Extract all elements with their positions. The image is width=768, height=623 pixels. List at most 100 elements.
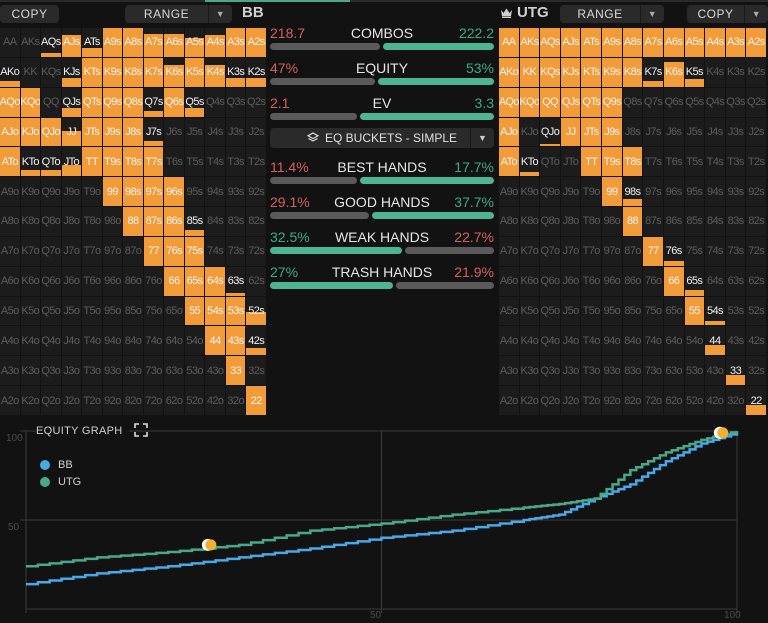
bb-hand-cell[interactable]: J7o <box>61 236 82 266</box>
utg-hand-cell[interactable]: 75s <box>684 236 705 266</box>
utg-hand-cell[interactable]: JTs <box>581 117 602 147</box>
utg-hand-cell[interactable]: A5o <box>499 296 519 326</box>
bb-hand-cell[interactable]: A9s <box>102 28 123 57</box>
utg-hand-cell[interactable]: 96s <box>663 177 684 207</box>
bb-hand-cell[interactable]: 63o <box>164 356 184 386</box>
bb-hand-cell[interactable]: JTs <box>82 117 102 147</box>
utg-hand-cell[interactable]: 77 <box>643 236 663 266</box>
bb-hand-cell[interactable]: 65s <box>184 266 205 296</box>
utg-hand-cell[interactable]: 55 <box>684 296 705 326</box>
utg-hand-cell[interactable]: K8o <box>519 207 540 236</box>
utg-hand-cell[interactable]: J4o <box>560 326 581 356</box>
utg-hand-cell[interactable]: 94o <box>602 326 622 356</box>
bb-hand-cell[interactable]: K6s <box>164 57 184 87</box>
utg-hand-cell[interactable]: K6o <box>519 266 540 296</box>
utg-hand-cell[interactable]: A9s <box>602 28 622 57</box>
bb-hand-cell[interactable]: 55 <box>184 296 205 326</box>
utg-hand-cell[interactable]: Q9o <box>540 177 560 207</box>
bb-hand-cell[interactable]: 85o <box>123 296 143 326</box>
bb-hand-cell[interactable]: 53o <box>184 356 205 386</box>
utg-hand-cell[interactable]: 65o <box>663 296 684 326</box>
bb-hand-cell[interactable]: J2o <box>61 386 82 415</box>
bb-hand-cell[interactable]: K3o <box>20 356 41 386</box>
bb-hand-cell[interactable]: AJo <box>0 117 20 147</box>
utg-hand-cell[interactable]: QJo <box>540 117 560 147</box>
bb-hand-cell[interactable]: J2s <box>246 117 266 147</box>
bb-hand-cell[interactable]: J3s <box>225 117 246 147</box>
utg-hand-cell[interactable]: 82o <box>622 386 643 415</box>
utg-hand-cell[interactable]: 92s <box>746 177 766 207</box>
bb-hand-cell[interactable]: 75s <box>184 236 205 266</box>
bb-hand-cell[interactable]: K2s <box>246 57 266 87</box>
utg-hand-cell[interactable]: Q4s <box>705 87 725 117</box>
utg-hand-cell[interactable]: 85s <box>684 207 705 236</box>
utg-hand-cell[interactable]: K9o <box>519 177 540 207</box>
utg-hand-cell[interactable]: AKs <box>519 28 540 57</box>
bb-hand-cell[interactable]: K6o <box>20 266 41 296</box>
bb-hand-cell[interactable]: ATs <box>82 28 102 57</box>
utg-hand-cell[interactable]: K5s <box>684 57 705 87</box>
utg-hand-cell[interactable]: 86s <box>663 207 684 236</box>
bb-hand-cell[interactable]: A3o <box>0 356 20 386</box>
utg-hand-cell[interactable]: K8s <box>622 57 643 87</box>
utg-hand-cell[interactable]: T9s <box>602 147 622 177</box>
bb-hand-cell[interactable]: K7s <box>143 57 164 87</box>
bb-hand-cell[interactable]: QJs <box>61 87 82 117</box>
bb-hand-cell[interactable]: 65o <box>164 296 184 326</box>
utg-hand-cell[interactable]: J6s <box>663 117 684 147</box>
bb-hand-cell[interactable]: A7o <box>0 236 20 266</box>
bb-hand-cell[interactable]: QJo <box>41 117 61 147</box>
bb-hand-cell[interactable]: K3s <box>225 57 246 87</box>
bb-hand-cell[interactable]: 22 <box>246 386 266 415</box>
utg-hand-cell[interactable]: J9s <box>602 117 622 147</box>
utg-hand-cell[interactable]: 73o <box>643 356 663 386</box>
utg-hand-cell[interactable]: 65s <box>684 266 705 296</box>
utg-hand-cell[interactable]: 76s <box>663 236 684 266</box>
utg-hand-cell[interactable]: QQ <box>540 87 560 117</box>
bb-hand-cell[interactable]: J6o <box>61 266 82 296</box>
utg-hand-cell[interactable]: 52s <box>746 296 766 326</box>
bb-hand-cell[interactable]: QTo <box>41 147 61 177</box>
bb-hand-cell[interactable]: AKo <box>0 57 20 87</box>
bb-hand-cell[interactable]: J9o <box>61 177 82 207</box>
bb-hand-cell[interactable]: K8s <box>123 57 143 87</box>
bb-hand-cell[interactable]: 99 <box>102 177 123 207</box>
bb-hand-cell[interactable]: A8s <box>123 28 143 57</box>
utg-hand-cell[interactable]: 86o <box>622 266 643 296</box>
chevron-down-icon[interactable]: ▼ <box>744 5 768 23</box>
utg-hand-cell[interactable]: AQs <box>540 28 560 57</box>
marker-dot[interactable] <box>205 539 217 551</box>
utg-hand-cell[interactable]: J4s <box>705 117 725 147</box>
utg-hand-cell[interactable]: T2s <box>746 147 766 177</box>
utg-hand-cell[interactable]: 72s <box>746 236 766 266</box>
bb-hand-cell[interactable]: KTs <box>82 57 102 87</box>
utg-hand-cell[interactable]: QTo <box>540 147 560 177</box>
utg-hand-cell[interactable]: A8s <box>622 28 643 57</box>
legend-item-utg[interactable]: UTG <box>40 473 81 490</box>
bb-hand-cell[interactable]: 88 <box>123 207 143 236</box>
bb-hand-cell[interactable]: T6o <box>82 266 102 296</box>
bb-hand-cell[interactable]: 75o <box>143 296 164 326</box>
utg-hand-cell[interactable]: 83o <box>622 356 643 386</box>
utg-hand-cell[interactable]: T4o <box>581 326 602 356</box>
bb-hand-cell[interactable]: K5o <box>20 296 41 326</box>
utg-hand-cell[interactable]: 32o <box>725 386 746 415</box>
bb-hand-cell[interactable]: 94o <box>102 326 123 356</box>
bb-hand-cell[interactable]: Q2o <box>41 386 61 415</box>
bb-hand-cell[interactable]: 54s <box>205 296 225 326</box>
bb-hand-cell[interactable]: 97o <box>102 236 123 266</box>
utg-hand-cell[interactable]: A3o <box>499 356 519 386</box>
bb-hand-cell[interactable]: A8o <box>0 207 20 236</box>
bb-hand-cell[interactable]: Q5o <box>41 296 61 326</box>
utg-hand-cell[interactable]: T6s <box>663 147 684 177</box>
utg-hand-cell[interactable]: 94s <box>705 177 725 207</box>
bb-hand-cell[interactable]: K8o <box>20 207 41 236</box>
bb-hand-cell[interactable]: Q2s <box>246 87 266 117</box>
bb-hand-cell[interactable]: 76s <box>164 236 184 266</box>
marker-dot[interactable] <box>717 427 729 439</box>
utg-hand-cell[interactable]: A8o <box>499 207 519 236</box>
utg-hand-cell[interactable]: 63s <box>725 266 746 296</box>
bb-hand-cell[interactable]: A7s <box>143 28 164 57</box>
utg-hand-cell[interactable]: 74s <box>705 236 725 266</box>
utg-range-select[interactable]: RANGE ▼ <box>560 5 664 23</box>
